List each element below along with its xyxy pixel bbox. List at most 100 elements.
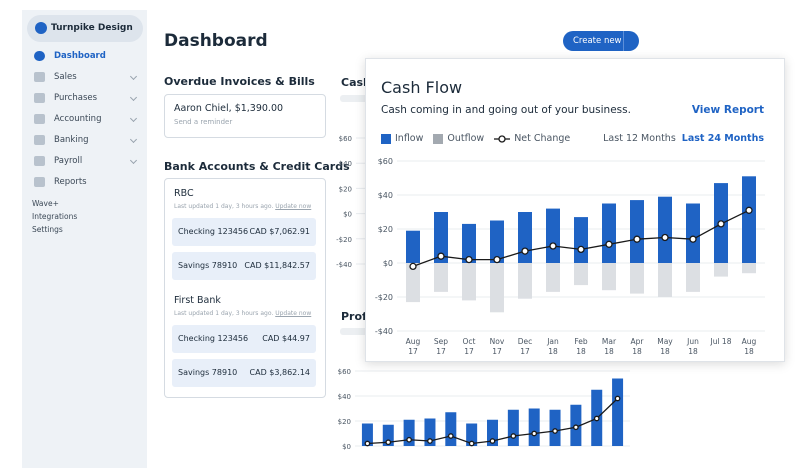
x-tick-label: Jun 18 [687,337,699,356]
section-title: Overdue Invoices & Bills [164,75,315,88]
net-point [489,438,496,444]
x-tick-label: Jul 18 [710,337,732,346]
nav-label: Reports [54,177,87,187]
y-tick-label: -$40 [375,327,393,336]
nav-label: Dashboard [54,51,106,61]
brand[interactable]: Turnpike Design [27,15,143,42]
x-tick-label: Sep 17 [433,337,449,356]
nav-item[interactable]: Sales [34,69,140,85]
net-point [406,436,412,443]
account-row[interactable]: Checking 123456 CAD $7,062.91 [172,218,316,246]
account-row[interactable]: Savings 78910 CAD $3,862.14 [172,359,316,387]
net-point [531,430,538,437]
legend-swatch [494,134,511,143]
bar [487,419,498,446]
account-row[interactable]: Savings 78910 CAD $11,842.57 [172,252,316,280]
y-tick-label: $60 [378,157,393,166]
x-tick-label: Aug 17 [405,337,421,356]
bank-name: RBC [174,188,194,199]
account-name: Checking 123456 [178,334,249,343]
nav-item[interactable]: Payroll [34,153,140,169]
invoice-card: Aaron Chiel, $1,390.00 Send a reminder [164,94,326,138]
x-tick-label: Oct 17 [462,337,476,356]
net-point [447,433,454,439]
nav-label: Purchases [54,93,98,103]
sidebar: Turnpike Design Dashboard Sales Purchases A… [22,10,147,468]
range-option[interactable]: Last 24 Months [681,133,764,144]
account-name: Savings 78910 [178,368,238,377]
bar [630,200,644,263]
legend-label: Inflow [395,133,424,144]
nav-item[interactable]: Purchases [34,90,140,106]
legend-item: Outflow [433,133,484,144]
y-tick-label: -$20 [375,293,393,302]
update-link[interactable]: Update now [275,203,312,210]
bar [518,212,532,263]
net-point [465,255,473,264]
y-tick-label: -$20 [336,236,352,244]
net-point [605,240,613,248]
nav-extra[interactable]: Wave+ [32,199,59,208]
reminder-link[interactable]: Send a reminder [174,118,233,126]
nav-label: Banking [54,135,89,145]
legend-swatch [433,133,444,144]
nav-item[interactable]: Dashboard [34,48,140,64]
account-name: Checking 123456 [178,227,249,236]
nav-label: Sales [54,72,77,82]
x-tick-label: Nov 17 [489,337,505,356]
net-point [549,242,557,250]
bar [602,203,616,263]
net-point [633,235,641,243]
net-point [689,235,697,243]
account-balance: CAD $7,062.91 [249,227,310,236]
bar [490,263,504,313]
legend-item: Net Change [494,133,570,144]
bar [686,263,700,292]
account-name: Savings 78910 [178,261,238,270]
nav-label: Accounting [54,114,102,124]
account-row[interactable]: Checking 123456 CAD $44.97 [172,325,316,353]
section-title: Bank Accounts & Credit Cards [164,160,350,173]
account-balance: CAD $44.97 [262,334,310,343]
range-option[interactable]: Last 12 Months [603,133,676,144]
y-tick-label: $60 [339,135,352,143]
view-report[interactable]: View Report [691,104,764,116]
y-tick-label: $0 [383,259,393,268]
bar [434,212,448,263]
net-point [593,415,600,422]
net-point [364,440,371,447]
nav-extra[interactable]: Integrations [32,212,78,221]
nav-extra[interactable]: Settings [32,225,63,234]
nav-item[interactable]: Banking [34,132,140,148]
account-balance: CAD $11,842.57 [244,261,310,270]
y-tick-label: $20 [378,225,393,234]
x-tick-label: Aug 18 [741,337,757,356]
x-tick-label: Apr 18 [630,337,644,356]
y-tick-label: $0 [343,211,352,219]
bar [462,223,476,263]
bar [630,263,644,294]
page-title: Dashboard [164,31,268,51]
create-button[interactable]: Create new [563,31,639,51]
invoice-item: Aaron Chiel, $1,390.00 [174,103,284,114]
bank-updated: Last updated 1 day, 3 hours ago. Update … [174,203,311,210]
x-tick-label: May 18 [657,337,673,356]
net-point [552,428,558,434]
bank-card: RBC Last updated 1 day, 3 hours ago. Upda… [164,178,326,398]
bar [574,217,588,263]
bar [490,220,504,263]
nav-item[interactable]: Reports [34,174,140,190]
x-tick-label: Mar 18 [601,337,617,356]
legend-item: Inflow [381,133,423,144]
x-tick-label: Jan 18 [547,337,559,356]
bar [462,263,476,301]
y-tick-label: $40 [378,191,393,200]
net-point [409,262,417,271]
update-link[interactable]: Update now [275,310,312,317]
nav-item[interactable]: Accounting [34,111,140,127]
bar [382,424,394,446]
net-point [573,424,579,431]
bar [507,409,519,446]
bar [434,263,448,292]
chart-title: Cash [341,76,371,89]
